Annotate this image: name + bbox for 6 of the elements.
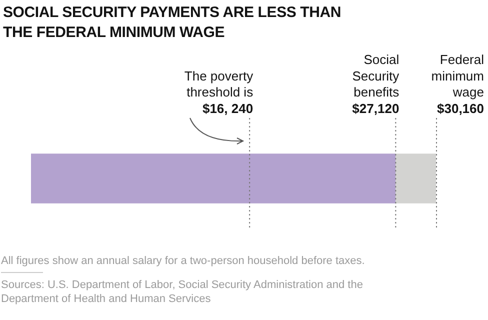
- text: All figures show an annual salary for a two-person household before taxes.: [1, 254, 366, 268]
- source-note: Sources: U.S. Department of Labor, Social Security Administration and the Department of Health and Human Services: [1, 278, 364, 306]
- ref-line-label: Social Security benefits $27,120: [352, 52, 400, 116]
- ref-line-label: Federal minimum wage $30,160: [431, 52, 484, 116]
- chart-title: SOCIAL SECURITY PAYMENTS ARE LESS THAN THE FEDERAL MINIMUM WAGE: [3, 3, 342, 43]
- ref-line-label: The poverty threshold is $16, 240: [184, 68, 254, 116]
